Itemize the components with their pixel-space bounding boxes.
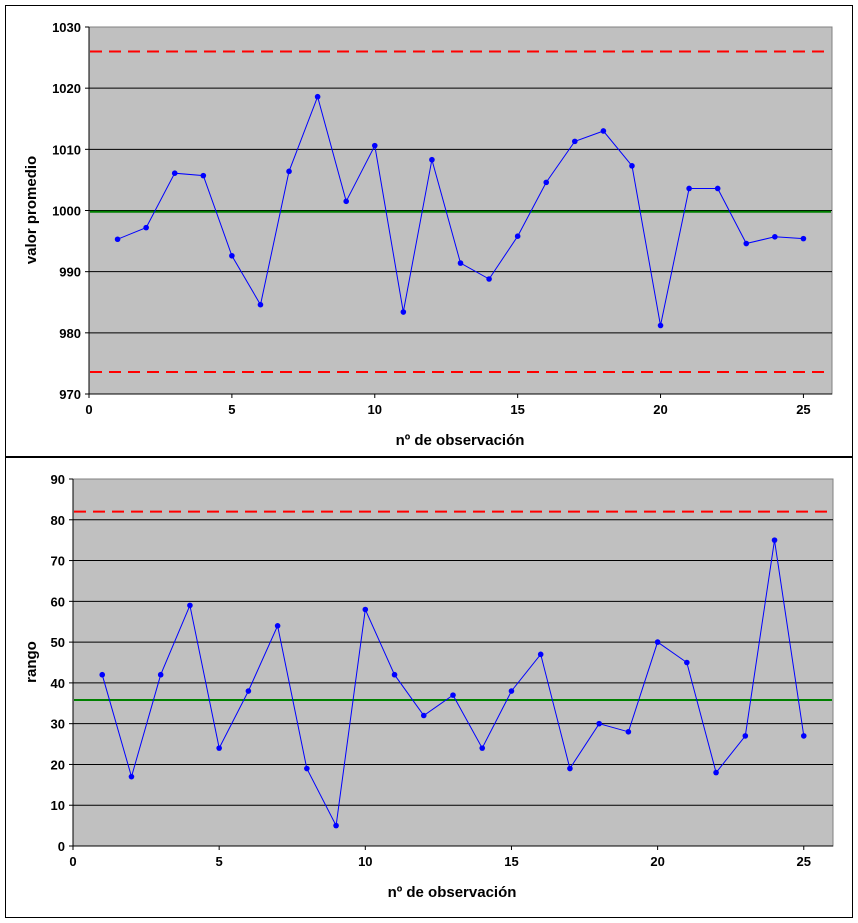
xbar-data-point [371, 142, 378, 149]
xbar-data-point [629, 163, 635, 169]
range-y-axis-title: rango [23, 641, 40, 683]
range-y-tick-label: 60 [51, 594, 65, 609]
xbar-data-point [343, 198, 349, 205]
xbar-y-tick-label: 1030 [52, 20, 81, 35]
xbar-y-tick-label: 990 [59, 265, 81, 280]
xbar-data-point [429, 156, 435, 163]
xbar-data-point [714, 185, 721, 192]
range-data-point [333, 822, 339, 829]
range-data-point [245, 688, 252, 694]
xbar-data-point [143, 224, 149, 231]
range-data-point [450, 692, 456, 698]
xbar-data-point [286, 168, 292, 175]
range-data-point [304, 765, 310, 772]
xbar-data-point [114, 236, 121, 243]
xbar-data-point [743, 240, 750, 247]
range-data-point [771, 537, 778, 543]
xbar-reference-lines [90, 50, 831, 373]
xbar-data-point [514, 233, 521, 239]
xbar-axes: 970 980 990 1000 1010 1020 1030 0 5 10 15 20 25 [52, 20, 832, 417]
range-data-point [128, 773, 135, 780]
range-data-point [654, 639, 661, 645]
xbar-y-tick-label: 1020 [52, 81, 81, 96]
xbar-data-point [457, 260, 464, 266]
range-data-point [420, 712, 427, 719]
range-y-tick-label: 30 [51, 717, 65, 732]
xbar-chart: 970 980 990 1000 1010 1020 1030 0 5 10 15 20 25 nº d… [5, 5, 853, 457]
range-plot-area [72, 478, 834, 847]
xbar-data-point [400, 309, 407, 315]
xbar-data-point [314, 93, 321, 100]
xbar-x-tick-label: 10 [368, 402, 382, 417]
xbar-x-tick-label: 20 [653, 402, 667, 417]
xbar-x-tick-label: 25 [796, 402, 810, 417]
xbar-data-point [171, 170, 178, 176]
xbar-y-axis-title: valor promedio [23, 156, 40, 264]
range-data-point [684, 659, 690, 666]
range-x-tick-label: 0 [69, 854, 76, 869]
xbar-data-point [229, 252, 235, 259]
xbar-gridlines [89, 87, 832, 334]
xbar-data-point [572, 138, 578, 145]
range-x-tick-label: 5 [216, 854, 223, 869]
range-gridlines [73, 519, 833, 806]
xbar-y-tick-label: 980 [59, 326, 81, 341]
range-x-tick-label: 10 [358, 854, 372, 869]
range-y-tick-label: 70 [51, 554, 65, 569]
range-data-point [742, 733, 749, 739]
range-series [99, 537, 807, 829]
range-data-point [391, 671, 398, 678]
range-reference-lines [74, 510, 832, 702]
range-data-point [274, 623, 281, 629]
range-data-point [157, 671, 164, 678]
range-x-tick-label: 15 [504, 854, 518, 869]
range-data-point [537, 651, 544, 658]
range-data-point [362, 606, 369, 613]
range-y-tick-label: 40 [51, 676, 65, 691]
xbar-x-tick-label: 15 [510, 402, 524, 417]
xbar-data-point [486, 276, 492, 282]
xbar-data-point [257, 301, 264, 308]
xbar-series [114, 93, 807, 329]
range-x-axis-title: nº de observación [388, 884, 517, 901]
xbar-data-point [800, 235, 807, 242]
range-y-tick-label: 90 [51, 472, 65, 487]
range-y-tick-label: 0 [58, 839, 65, 854]
xbar-data-point [543, 179, 550, 186]
range-data-point [625, 729, 632, 735]
range-data-point [216, 745, 222, 751]
range-data-point [99, 671, 106, 678]
range-y-tick-label: 10 [51, 798, 65, 813]
xbar-y-tick-label: 1010 [52, 142, 81, 157]
range-y-tick-label: 20 [51, 757, 65, 772]
xbar-x-axis-title: nº de observación [396, 432, 525, 449]
range-x-tick-label: 25 [797, 854, 811, 869]
range-axes: 0 10 20 30 40 50 60 70 80 90 0 5 10 15 20 25 [51, 472, 833, 869]
range-data-point [508, 688, 515, 694]
xbar-data-point [600, 128, 607, 134]
range-data-point [479, 745, 486, 751]
xbar-data-point [657, 322, 664, 329]
xbar-data-point [200, 172, 207, 179]
range-chart: 0 10 20 30 40 50 60 70 80 90 0 5 10 15 20 25 nº de obse… [5, 457, 853, 918]
range-data-point [800, 733, 807, 739]
xbar-y-tick-label: 970 [59, 387, 81, 402]
range-data-point [596, 720, 602, 727]
range-y-tick-label: 50 [51, 635, 65, 650]
range-x-tick-label: 20 [650, 854, 664, 869]
xbar-y-tick-label: 1000 [52, 204, 81, 219]
xbar-data-point [772, 234, 778, 240]
range-data-point [187, 602, 193, 609]
xbar-x-tick-label: 0 [85, 402, 92, 417]
range-data-point [567, 765, 573, 772]
xbar-x-tick-label: 5 [228, 402, 235, 417]
range-data-point [713, 769, 719, 776]
xbar-data-point [686, 185, 692, 192]
range-y-tick-label: 80 [51, 513, 65, 528]
